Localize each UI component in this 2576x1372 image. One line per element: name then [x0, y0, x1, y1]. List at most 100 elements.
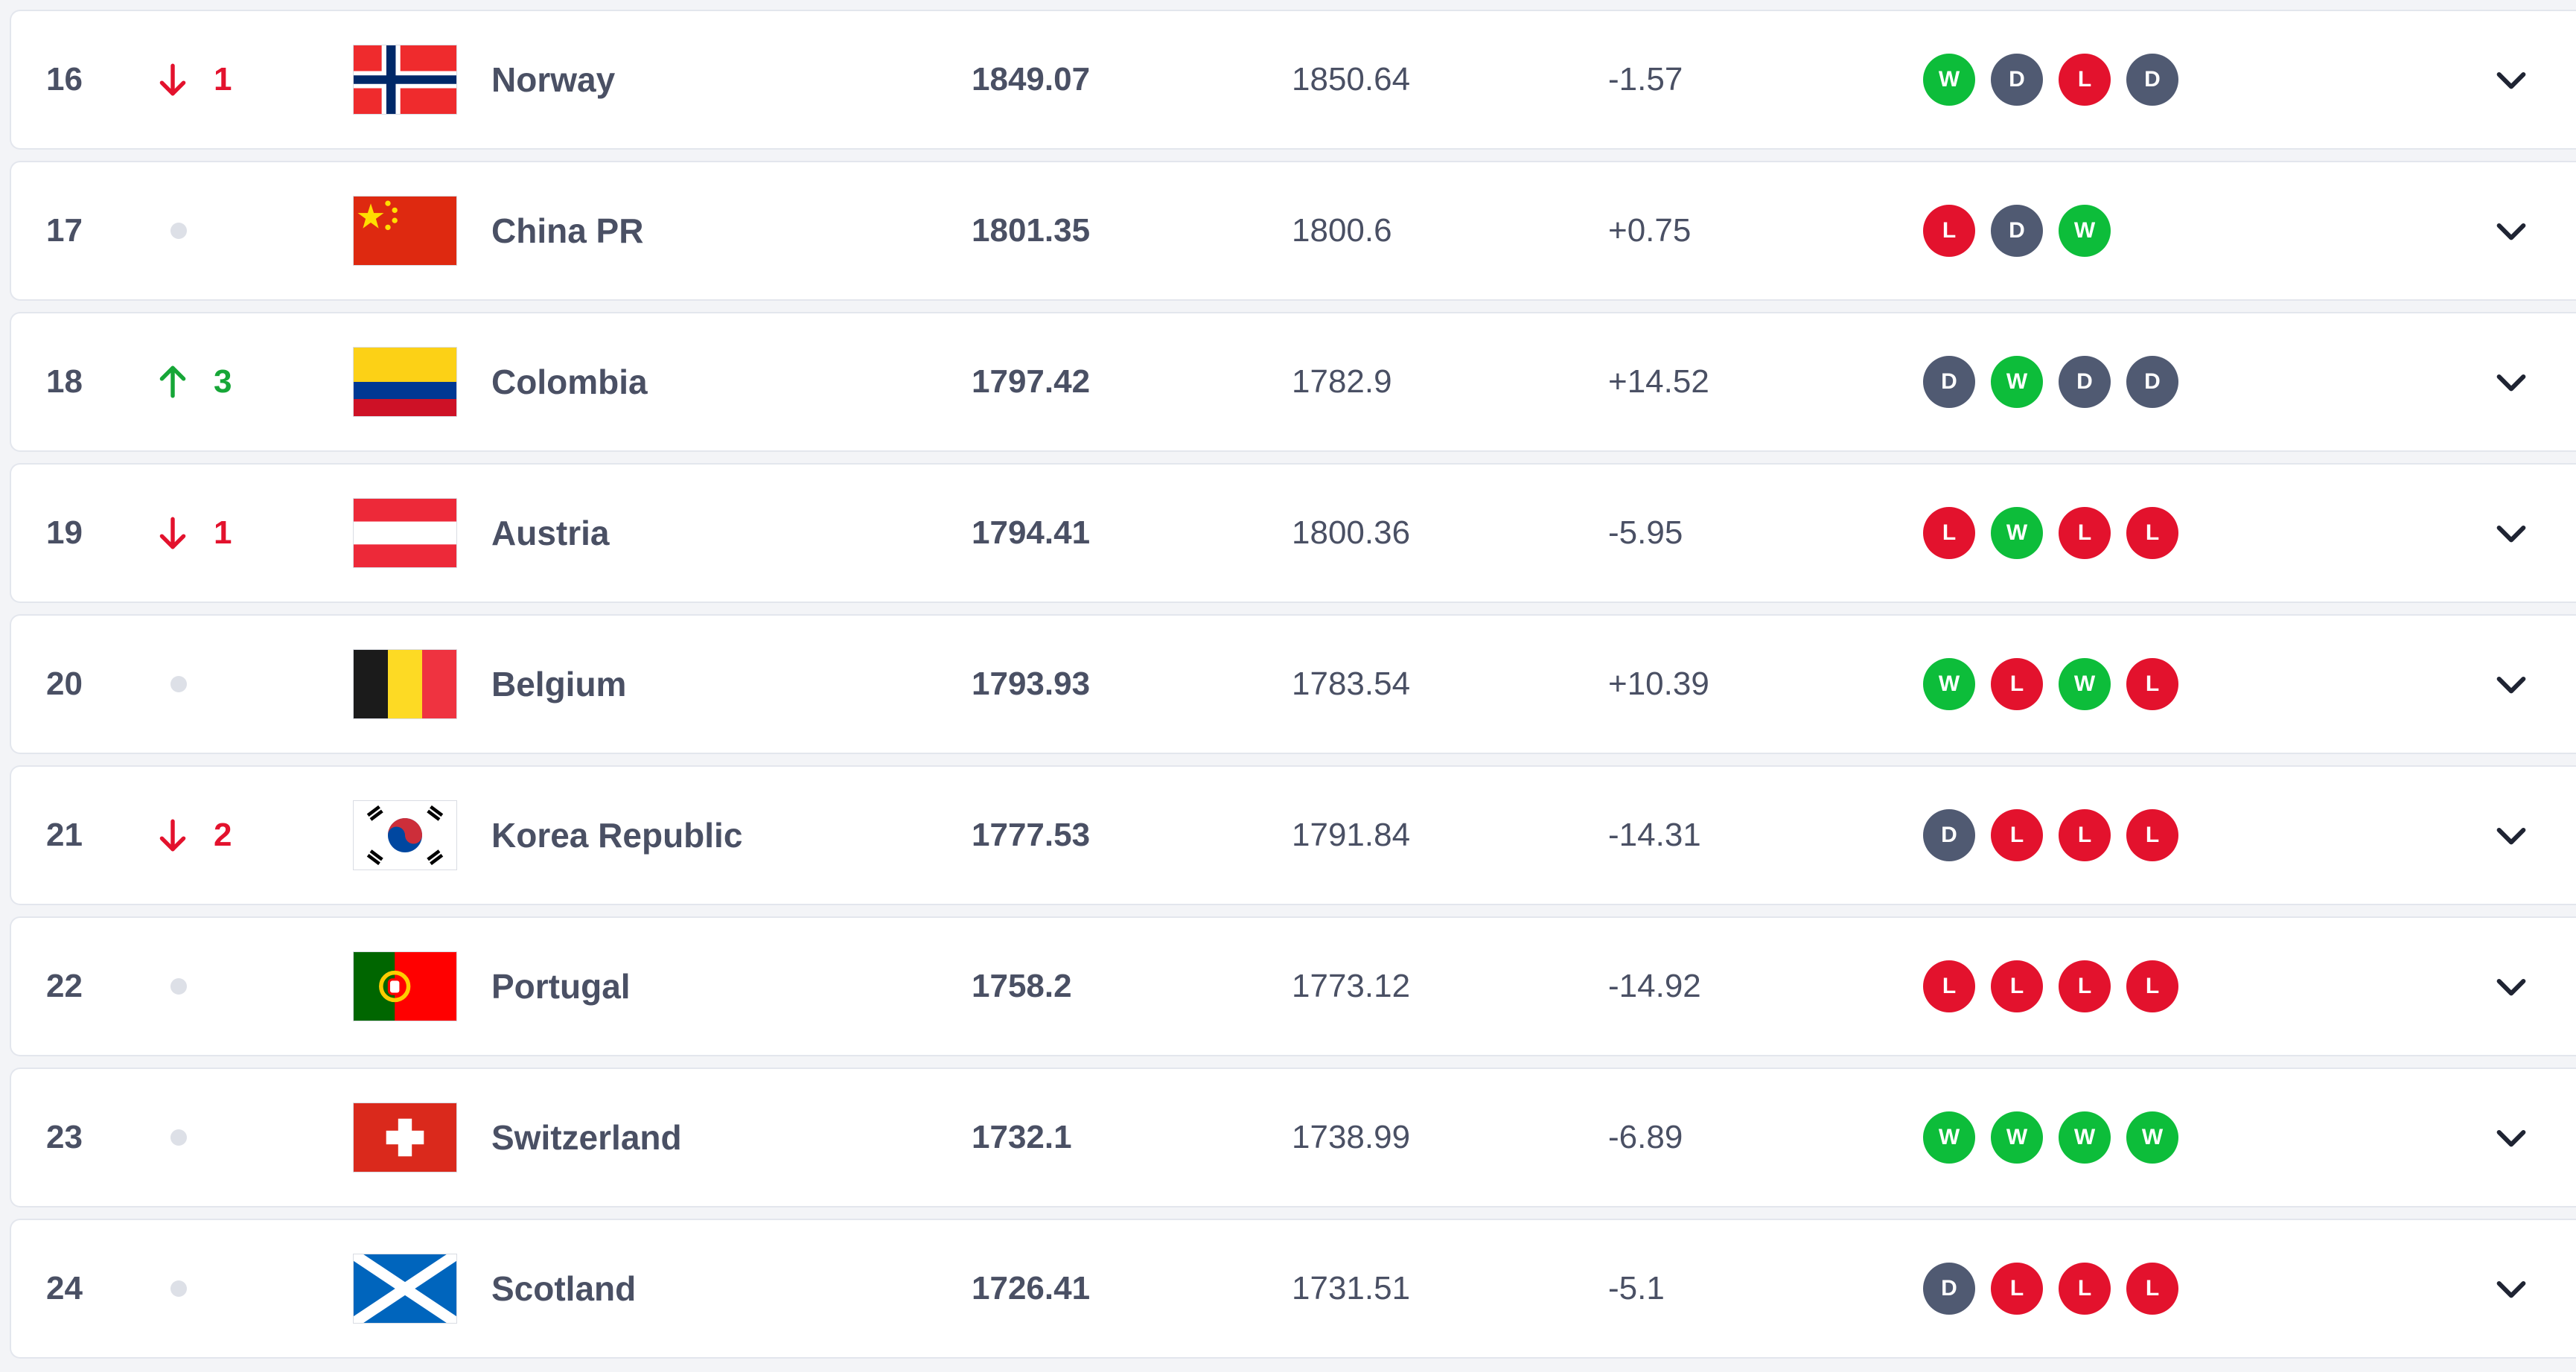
expand-row-button[interactable] [2490, 616, 2532, 753]
form-badge-loss: L [2126, 960, 2178, 1012]
form-badge-loss: L [1923, 205, 1975, 257]
form-badge-draw: D [1923, 1263, 1975, 1315]
previous-points: 1791.84 [1292, 817, 1411, 853]
expand-row-button[interactable] [2490, 1069, 2532, 1206]
chevron-down-icon [2490, 814, 2532, 856]
form-badge-loss: L [2059, 507, 2111, 559]
chevron-down-icon [2490, 210, 2532, 252]
expand-row-button[interactable] [2490, 162, 2532, 299]
rank: 21 [46, 817, 83, 853]
points-difference: +14.52 [1608, 363, 1709, 400]
form-badge-draw: D [1991, 54, 2043, 106]
form-badge-win: W [1923, 54, 1975, 106]
form-badge-loss: L [1923, 960, 1975, 1012]
arrow-up-icon [154, 361, 214, 403]
rank-change: 1 [154, 11, 232, 148]
arrow-down-icon [154, 59, 214, 100]
norway-flag-icon [353, 45, 457, 115]
previous-points: 1783.54 [1292, 666, 1411, 702]
previous-points: 1731.51 [1292, 1270, 1411, 1306]
team-name[interactable]: Colombia [491, 363, 648, 401]
expand-row-button[interactable] [2490, 918, 2532, 1055]
form-badge-draw: D [2126, 54, 2178, 106]
rank-change: 1 [154, 465, 232, 602]
form-badge-loss: L [2059, 960, 2111, 1012]
previous-points: 1738.99 [1292, 1119, 1411, 1155]
rank: 23 [46, 1119, 83, 1155]
expand-row-button[interactable] [2490, 1220, 2532, 1357]
no-change-dot-icon [170, 223, 187, 239]
no-change-dot-icon [170, 1129, 187, 1146]
form-badge-loss: L [2059, 54, 2111, 106]
no-change-dot-icon [170, 978, 187, 995]
total-points: 1777.53 [972, 817, 1091, 853]
rank: 22 [46, 968, 83, 1004]
chevron-down-icon [2490, 512, 2532, 554]
chevron-down-icon [2490, 1268, 2532, 1309]
switzerland-flag-icon [353, 1103, 457, 1172]
scotland-flag-icon [353, 1254, 457, 1324]
total-points: 1801.35 [972, 212, 1091, 249]
form-badge-draw: D [1991, 205, 2043, 257]
team-name[interactable]: Belgium [491, 665, 627, 703]
chevron-down-icon [2490, 966, 2532, 1007]
team-name[interactable]: China PR [491, 211, 644, 250]
arrow-down-icon [154, 814, 214, 856]
korea-flag-icon [353, 800, 457, 870]
form-badge-win: W [1923, 658, 1975, 710]
total-points: 1793.93 [972, 666, 1091, 702]
rank-change-value: 1 [214, 61, 232, 98]
form-badge-draw: D [2059, 356, 2111, 408]
total-points: 1794.41 [972, 514, 1091, 551]
team-flag-cell [353, 11, 457, 148]
team-flag-cell [353, 162, 457, 299]
team-name[interactable]: Norway [491, 60, 616, 99]
expand-row-button[interactable] [2490, 11, 2532, 148]
rank: 19 [46, 514, 83, 551]
table-row[interactable]: 21 2 Korea Republic 1777.53 1791.84 -14.… [10, 765, 2576, 905]
team-name[interactable]: Austria [491, 514, 610, 552]
total-points: 1758.2 [972, 968, 1072, 1004]
team-flag-cell [353, 767, 457, 904]
expand-row-button[interactable] [2490, 465, 2532, 602]
points-difference: -14.92 [1608, 968, 1701, 1004]
expand-row-button[interactable] [2490, 313, 2532, 450]
team-name[interactable]: Korea Republic [491, 816, 743, 855]
team-name[interactable]: Switzerland [491, 1118, 682, 1157]
team-flag-cell [353, 918, 457, 1055]
rank-change: 3 [154, 313, 232, 450]
no-change-dot-icon [170, 676, 187, 692]
rank-change [154, 918, 187, 1055]
form-badge-win: W [2059, 1111, 2111, 1164]
team-flag-cell [353, 1220, 457, 1357]
points-difference: -5.95 [1608, 514, 1683, 551]
form-badge-win: W [2059, 658, 2111, 710]
previous-points: 1773.12 [1292, 968, 1411, 1004]
form-badge-win: W [1991, 507, 2043, 559]
rank-change [154, 162, 187, 299]
form-badge-loss: L [1991, 1263, 2043, 1315]
total-points: 1732.1 [972, 1119, 1072, 1155]
total-points: 1849.07 [972, 61, 1091, 98]
rank-change-value: 2 [214, 817, 232, 853]
rank-change [154, 1220, 187, 1357]
expand-row-button[interactable] [2490, 767, 2532, 904]
form-badge-draw: D [1923, 809, 1975, 861]
austria-flag-icon [353, 498, 457, 568]
team-name[interactable]: Portugal [491, 967, 631, 1006]
chevron-down-icon [2490, 361, 2532, 403]
total-points: 1726.41 [972, 1270, 1091, 1306]
team-name[interactable]: Scotland [491, 1269, 637, 1308]
team-flag-cell [353, 313, 457, 450]
